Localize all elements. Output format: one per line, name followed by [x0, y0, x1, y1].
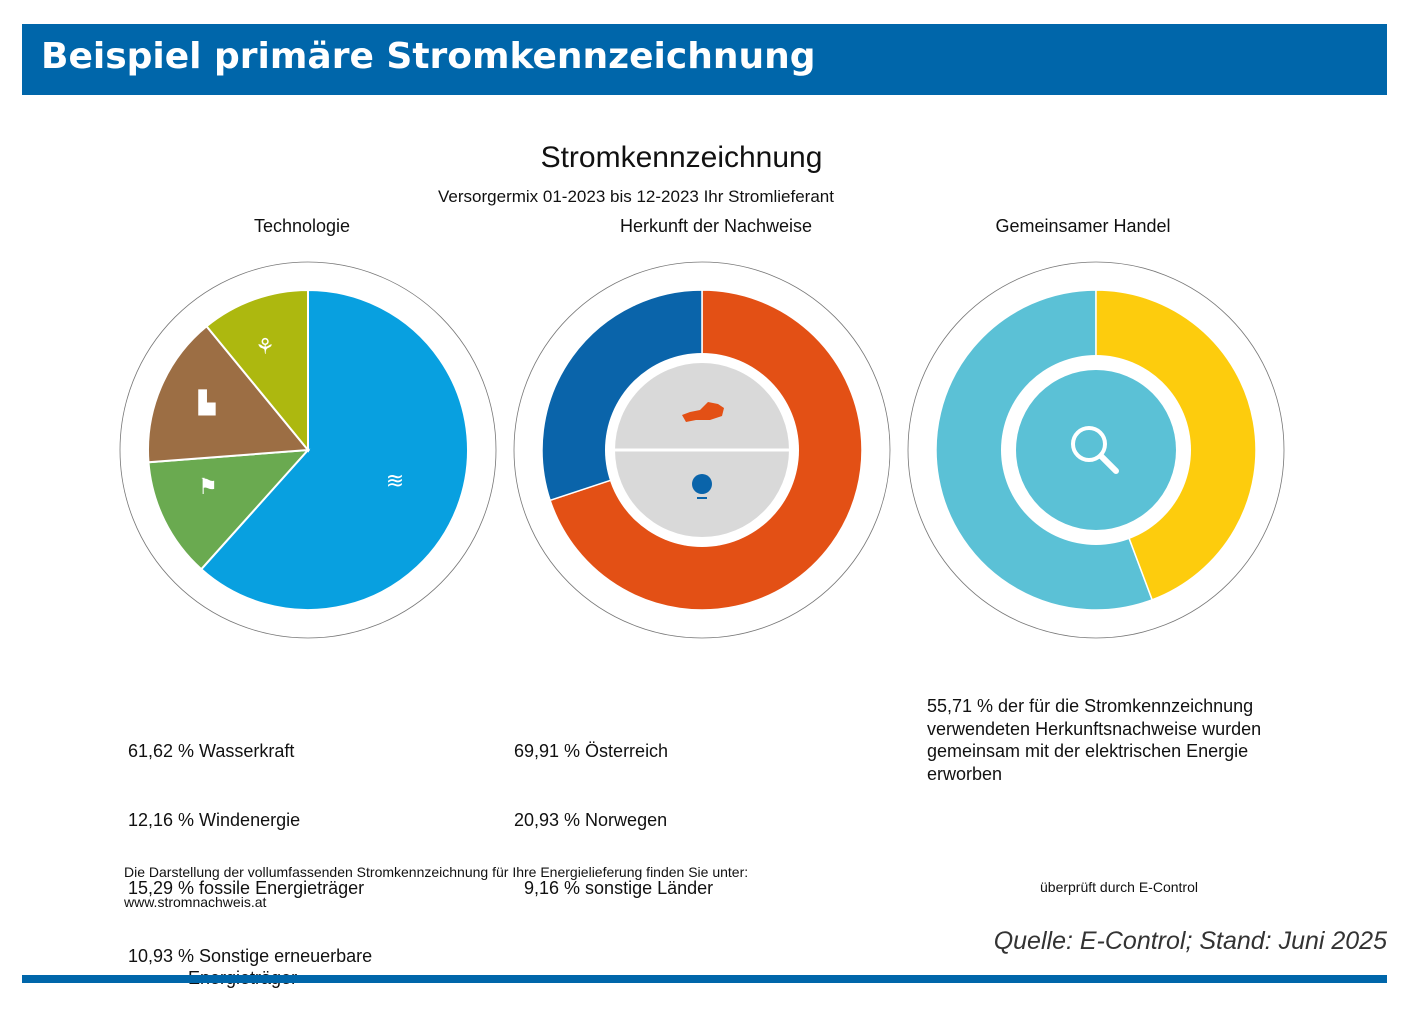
hydro-icon: ≋ [386, 469, 404, 494]
verified-note: überprüft durch E-Control [1040, 879, 1198, 895]
legend-handel: 55,71 % der für die Stromkennzeichnung v… [927, 696, 1262, 785]
factory-icon: ▙ [198, 389, 217, 416]
legend-item: 61,62 % Wasserkraft [128, 741, 295, 762]
legend-item: 15,29 % fossile Energieträger [128, 877, 365, 898]
chart-title-herkunft: Herkunft der Nachweise [619, 216, 813, 236]
legend-item: 20,93 % Norwegen [514, 809, 668, 830]
chart-title-technologie: Technologie [253, 216, 351, 236]
header-banner: Beispiel primäre Stromkennzeichnung [22, 24, 1387, 95]
pie-slice-sonstige-erneuerbare-energieträger [205, 288, 309, 453]
legend-item: 12,16 % Windenergie [128, 809, 301, 830]
chart-title-handel: Gemeinsamer Handel [995, 216, 1171, 236]
globe-stand-icon [697, 497, 707, 499]
globe-icon [692, 474, 712, 494]
page-title: Beispiel primäre Stromkennzeichnung [41, 36, 816, 77]
footer-url-link[interactable]: www.stromnachweis.at [124, 894, 267, 910]
legend-item: 69,91 % Österreich [514, 741, 669, 762]
legend-technologie: 61,62 % Wasserkraft 12,16 % Windenergie … [128, 695, 372, 1013]
austria-map-icon [682, 402, 724, 422]
magnifier-handle-icon [1098, 453, 1119, 474]
chart-subtitle: Versorgermix 01-2023 bis 12-2023 Ihr Str… [438, 187, 834, 206]
legend-herkunft: 69,91 % Österreich 20,93 % Norwegen 9,16… [514, 695, 713, 922]
plug-leaf-icon: ⚘ [255, 335, 275, 360]
wind-turbine-icon: ⚑ [198, 475, 218, 500]
magnifier-chart-icon [1071, 426, 1107, 462]
legend-item: 9,16 % sonstige Länder [514, 877, 714, 898]
legend-item: 10,93 % Sonstige erneuerbare Energieträg… [128, 945, 373, 989]
footer-note: Die Darstellung der vollumfassenden Stro… [124, 864, 749, 880]
bottom-bar [22, 975, 1387, 983]
pie-slice-fossile-energieträger [147, 324, 310, 464]
pie-slice-wasserkraft [199, 288, 469, 611]
handel-center [1016, 370, 1176, 530]
chart-main-title: Stromkennzeichnung [540, 141, 823, 174]
source-note: Quelle: E-Control; Stand: Juni 2025 [993, 927, 1387, 955]
pie-slice-windenergie [147, 448, 311, 571]
